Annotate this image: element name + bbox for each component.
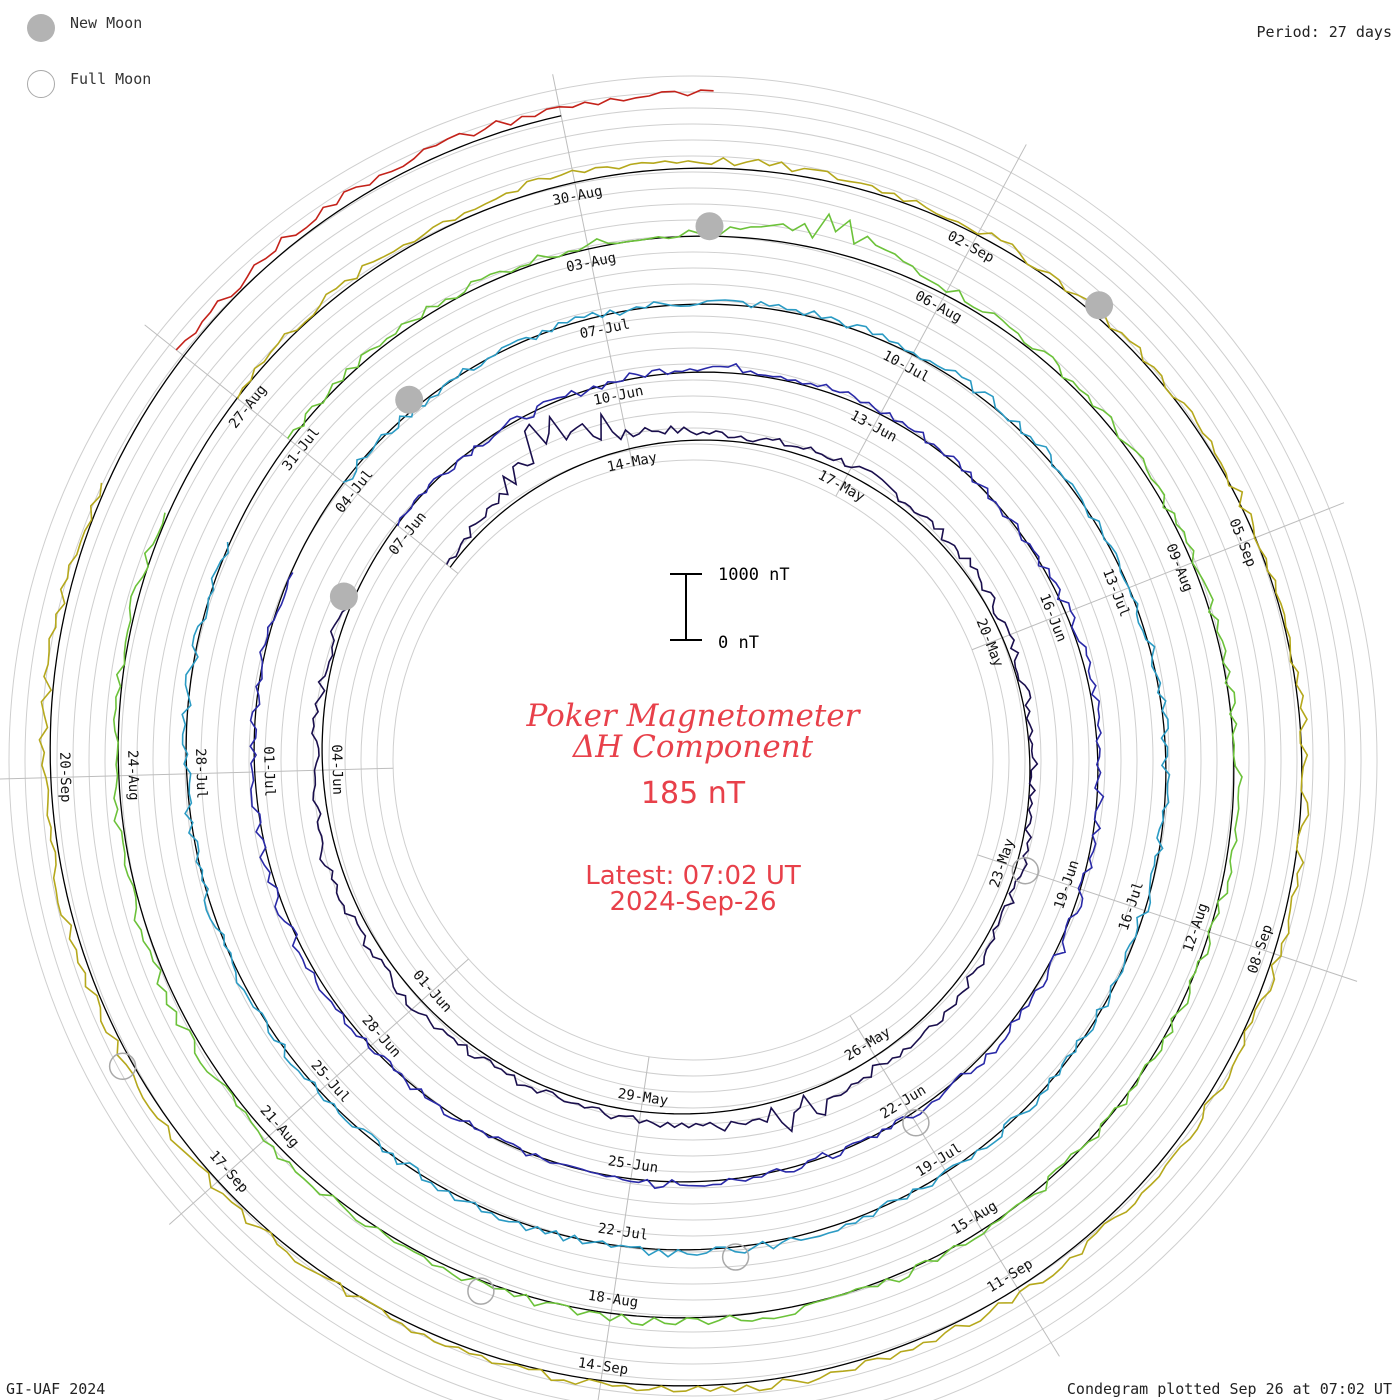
new-moon-icon [27, 14, 55, 42]
trace-series-1 [249, 362, 1105, 1190]
date-label: 16-Jun [1036, 591, 1069, 644]
grid-spoke [168, 958, 469, 1225]
trace-series-2 [181, 299, 1171, 1258]
date-label: 04-Jun [328, 744, 345, 795]
grid-spoke [552, 74, 634, 467]
plot-timestamp: Condegram plotted Sep 26 at 07:02 UT [1066, 1380, 1392, 1398]
grid-circle [56, 123, 1330, 1397]
grid-circle [248, 315, 1138, 1205]
grid-circle [232, 299, 1154, 1221]
grid-circle [344, 411, 1042, 1109]
latest-value: 185 nT [641, 776, 746, 811]
date-label: 18-Aug [587, 1288, 639, 1311]
grid-circle [120, 187, 1266, 1333]
footer-credit: GI-UAF 2024 [6, 1380, 106, 1398]
date-label: 28-Jul [192, 748, 209, 799]
date-label: 21-Aug [257, 1103, 303, 1151]
grid-spoke [971, 502, 1345, 651]
date-label: 20-May [973, 616, 1006, 669]
date-label: 26-May [842, 1024, 893, 1064]
date-label: 10-Jul [880, 348, 932, 386]
date-label: 01-Jun [409, 967, 455, 1015]
new-moon-marker [329, 582, 358, 611]
period-label: Period: 27 days [1256, 23, 1392, 41]
grid-circle [264, 331, 1122, 1189]
grid-circle [88, 155, 1298, 1365]
full-moon-marker [108, 1052, 137, 1081]
grid-circle [392, 459, 994, 1061]
date-label: 31-Jul [279, 424, 323, 474]
date-label: 29-May [617, 1086, 669, 1109]
date-label: 03-Aug [565, 250, 618, 276]
grid-circle [40, 107, 1346, 1400]
full-moon-marker [467, 1277, 495, 1305]
full-moon-marker [721, 1243, 750, 1271]
grid-spoke [849, 1015, 1060, 1357]
grid-spoke [835, 144, 1027, 497]
grid-circle [296, 363, 1090, 1157]
full-moon-label: Full Moon [70, 70, 152, 88]
latest-time: Latest: 07:02 UT [585, 861, 801, 891]
grid-circle [152, 219, 1234, 1301]
latest-date: 2024-Sep-26 [609, 887, 776, 917]
date-label: 13-Jun [847, 408, 899, 446]
new-moon-marker [1085, 291, 1114, 320]
date-label: 05-Sep [1226, 516, 1259, 569]
date-label: 19-Jul [913, 1140, 964, 1180]
date-label: 24-Aug [124, 750, 141, 801]
grid-circle [72, 139, 1314, 1381]
grid-circle [104, 171, 1282, 1349]
grid-spoke [0, 767, 394, 780]
grid-circle [280, 347, 1106, 1173]
grid-spoke [977, 854, 1358, 982]
grid-circle [328, 395, 1058, 1125]
scale-bar: 1000 nT 0 nT [670, 565, 790, 653]
full-moon-marker [902, 1109, 930, 1137]
date-label: 22-Jul [597, 1221, 649, 1244]
new-moon-marker [395, 385, 424, 414]
date-label: 20-Sep [56, 752, 73, 803]
scale-bottom-label: 0 nT [718, 633, 759, 653]
new-moon-label: New Moon [70, 14, 143, 32]
grid-circle [376, 443, 1010, 1077]
grid-circle [200, 267, 1186, 1253]
magnetometer-traces [38, 89, 1310, 1393]
date-label: 11-Sep [984, 1256, 1035, 1296]
trace-series-5 [175, 89, 714, 351]
grid-circle [8, 75, 1378, 1400]
date-label: 15-Aug [949, 1198, 1000, 1238]
trace-series-3 [112, 212, 1243, 1326]
grid-circle [360, 427, 1026, 1093]
date-label: 12-Aug [1180, 901, 1211, 954]
date-label: 01-Jul [260, 746, 277, 797]
full-moon-icon [27, 70, 55, 98]
new-moon-marker [695, 212, 724, 241]
date-label: 07-Jul [579, 316, 632, 342]
date-label: 09-Aug [1162, 541, 1195, 594]
date-label: 14-Sep [577, 1355, 629, 1378]
trace-series-4 [38, 156, 1310, 1393]
scale-top-label: 1000 nT [718, 565, 790, 585]
moon-markers [108, 212, 1114, 1305]
grid-circle [312, 379, 1074, 1141]
full-moon-marker [1011, 856, 1040, 885]
trace-series-0 [311, 411, 1039, 1133]
grid-spoke [144, 324, 459, 574]
polar-grid [0, 74, 1378, 1400]
date-label: 25-Jun [607, 1153, 659, 1176]
date-label: 07-Jun [386, 509, 430, 559]
date-label: 16-Jul [1116, 880, 1147, 933]
date-label: 06-Aug [912, 288, 964, 326]
chart-title: Poker Magnetometer [526, 698, 862, 734]
grid-circle [216, 283, 1170, 1237]
grid-circle [24, 91, 1362, 1400]
date-label: 19-Jun [1051, 858, 1082, 911]
chart-subtitle: ΔH Component [572, 729, 814, 765]
center-title-block: Poker Magnetometer ΔH Component 185 nT L… [526, 698, 862, 917]
grid-circle [136, 203, 1250, 1317]
